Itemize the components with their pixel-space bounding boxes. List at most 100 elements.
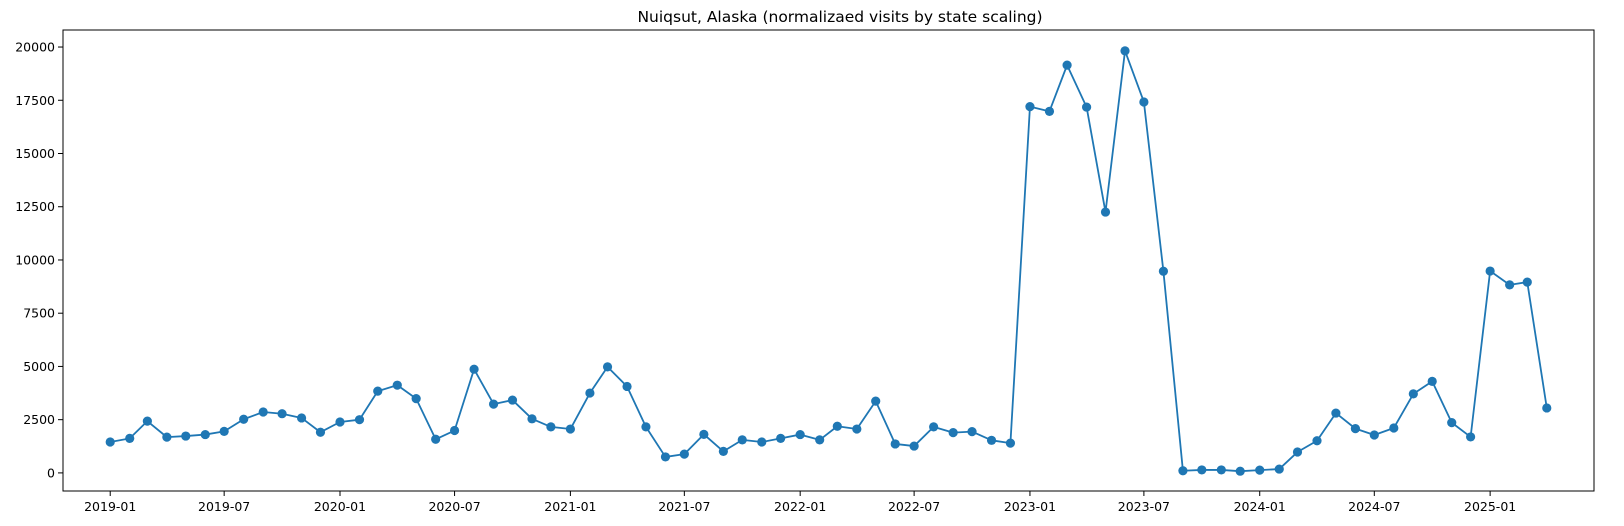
data-point (1044, 106, 1055, 116)
data-point (1331, 408, 1341, 418)
x-tick-label: 2023-07 (1118, 499, 1170, 514)
data-point (565, 424, 576, 434)
data-point (392, 380, 402, 390)
y-tick-label: 5000 (23, 359, 55, 374)
data-point (1389, 423, 1399, 433)
x-tick-label: 2022-01 (774, 499, 826, 514)
data-point (660, 452, 671, 462)
data-point (1139, 97, 1149, 107)
x-tick-label: 2019-01 (84, 499, 136, 514)
data-point (1369, 430, 1379, 440)
data-point (679, 449, 689, 459)
data-point (546, 422, 556, 432)
data-point (585, 388, 595, 398)
data-point (1082, 102, 1092, 112)
data-point (219, 426, 229, 436)
data-point (986, 435, 997, 445)
data-points (105, 46, 1552, 476)
data-point (757, 437, 767, 447)
data-point (373, 386, 383, 396)
y-tick-label: 15000 (15, 146, 55, 161)
data-point (1427, 376, 1437, 386)
data-point (1120, 46, 1130, 56)
data-point (142, 416, 152, 426)
data-point (315, 427, 326, 437)
x-tick-label: 2023-01 (1004, 499, 1056, 514)
data-point (718, 446, 728, 456)
x-tick-label: 2025-01 (1464, 499, 1516, 514)
data-point (909, 441, 919, 451)
data-point (488, 399, 499, 409)
y-tick-label: 0 (47, 465, 55, 480)
data-point (1062, 60, 1072, 70)
data-point (602, 362, 613, 372)
x-tick-label: 2020-01 (314, 499, 366, 514)
y-axis: 0 2500 5000 7500 10000 12500 15000 17500 20000 (15, 40, 63, 480)
data-point (239, 414, 249, 424)
data-point (852, 424, 862, 434)
y-tick-label: 10000 (15, 252, 55, 267)
x-tick-label: 2020-07 (428, 499, 480, 514)
data-point (737, 435, 747, 445)
data-point (296, 413, 307, 423)
data-point (1350, 424, 1361, 434)
y-tick-label: 17500 (15, 93, 55, 108)
data-point (1005, 438, 1016, 448)
data-point (1158, 266, 1169, 276)
x-tick-label: 2024-07 (1348, 499, 1400, 514)
y-tick-label: 20000 (15, 40, 55, 55)
data-point (815, 435, 825, 445)
data-point (431, 434, 441, 444)
x-axis: 2019-01 2019-07 2020-01 2020-07 2021-01 2021-… (84, 491, 1516, 514)
data-point (1235, 466, 1245, 476)
data-point (1292, 447, 1303, 457)
data-point (890, 439, 900, 449)
series-line (110, 49, 1548, 473)
data-point (1466, 432, 1476, 442)
data-point (948, 428, 958, 438)
data-point (354, 415, 365, 425)
data-point (967, 426, 977, 437)
x-tick-label: 2022-07 (888, 499, 940, 514)
y-tick-label: 7500 (23, 306, 55, 321)
y-tick-label: 2500 (23, 412, 55, 427)
data-point (449, 425, 460, 436)
data-point (1447, 418, 1457, 428)
data-point (1216, 465, 1226, 475)
data-point (200, 429, 210, 440)
data-point (1100, 207, 1111, 217)
data-point (699, 429, 709, 439)
data-point (125, 433, 135, 444)
data-point (1178, 466, 1188, 476)
x-tick-label: 2021-07 (658, 499, 710, 514)
data-point (1025, 102, 1035, 112)
data-point (469, 364, 479, 374)
data-point (162, 432, 172, 442)
data-point (258, 407, 268, 417)
data-point (1312, 436, 1322, 446)
data-point (1505, 280, 1515, 290)
data-point (1522, 277, 1532, 287)
data-point (929, 422, 939, 432)
chart-title: Nuiqsut, Alaska (normalizaed visits by s… (637, 8, 1042, 26)
data-point (181, 431, 191, 441)
data-point (1197, 465, 1207, 475)
x-tick-label: 2019-07 (198, 499, 250, 514)
data-point (641, 422, 651, 432)
data-point (871, 396, 881, 406)
y-tick-label: 12500 (15, 199, 55, 214)
data-point (1485, 266, 1495, 276)
data-point (1274, 464, 1284, 474)
x-tick-label: 2024-01 (1234, 499, 1286, 514)
data-point (105, 437, 115, 447)
data-point (507, 395, 518, 405)
data-point (832, 421, 842, 431)
data-point (277, 409, 287, 419)
data-point (776, 433, 786, 444)
data-point (622, 381, 632, 392)
x-tick-label: 2021-01 (544, 499, 596, 514)
data-point (411, 393, 421, 404)
data-point (1255, 465, 1265, 475)
data-point (795, 429, 805, 440)
